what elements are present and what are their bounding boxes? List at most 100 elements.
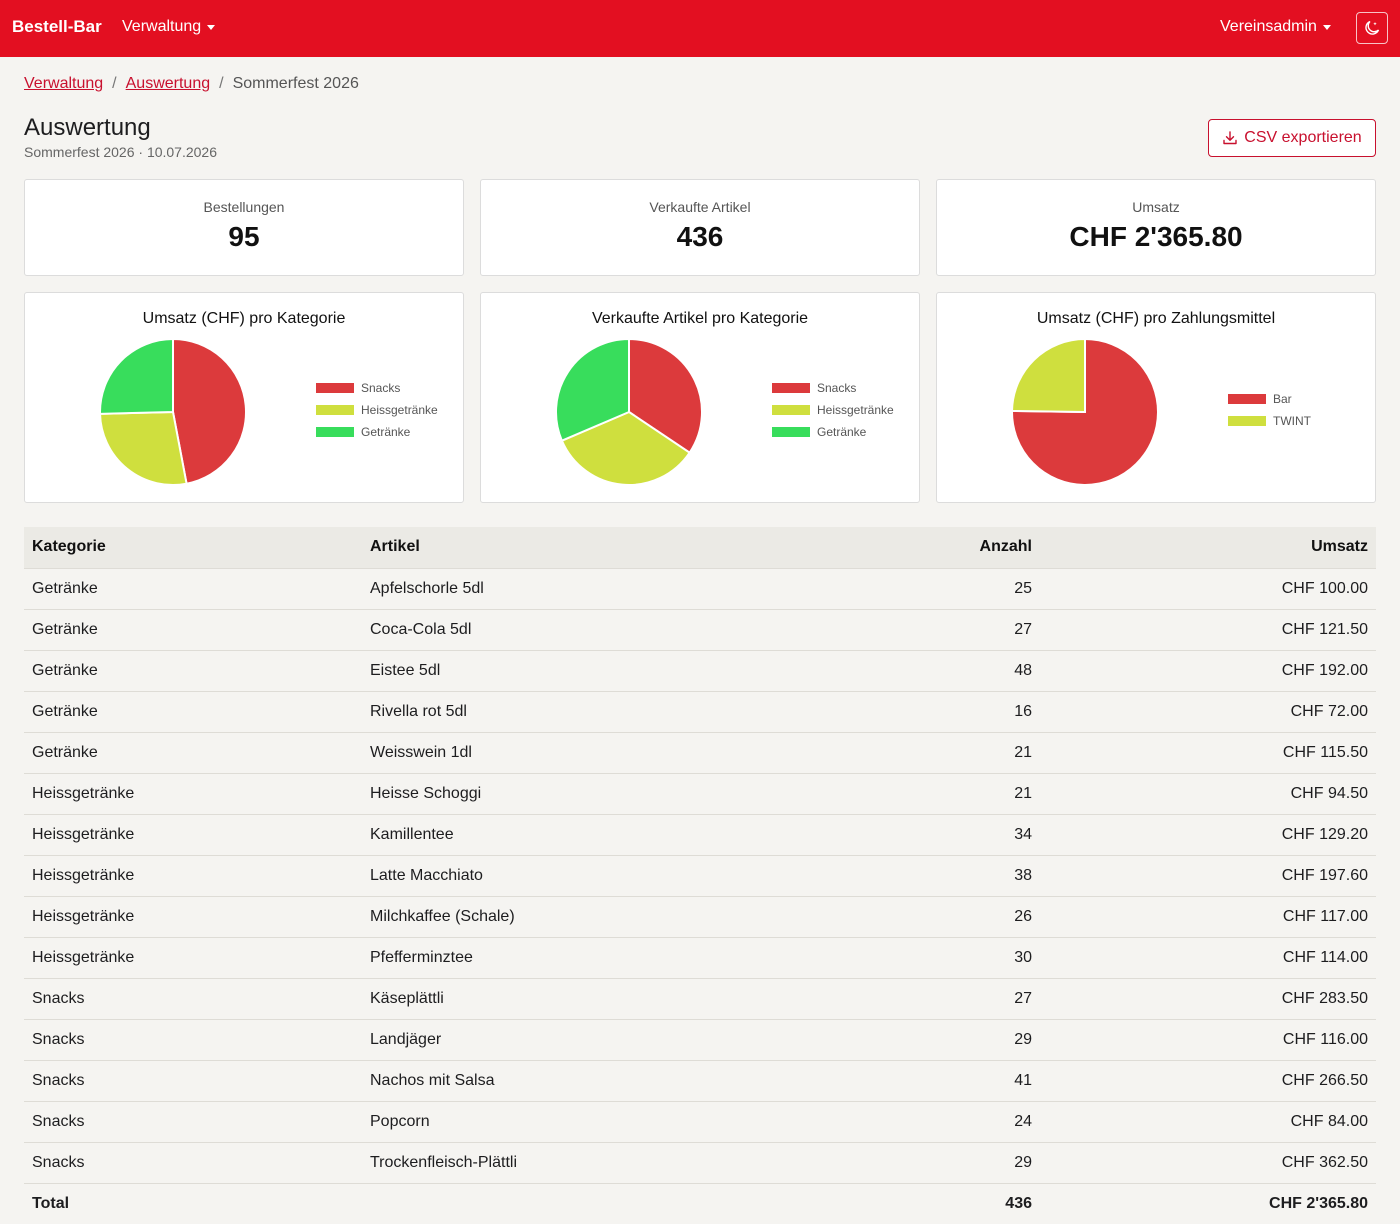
cell-revenue: CHF 94.50 [1040,773,1376,815]
cell-article: Trockenfleisch-Plättli [362,1142,812,1184]
csv-export-button[interactable]: CSV exportieren [1208,119,1376,157]
legend-swatch[interactable] [772,427,810,437]
cell-count: 27 [812,978,1040,1020]
user-menu-dropdown[interactable]: Vereinsadmin [1220,18,1331,36]
pie-slice-snacks[interactable] [628,337,703,455]
cell-revenue: CHF 117.00 [1040,896,1376,938]
cell-category: Heissgetränke [24,896,362,938]
cell-article: Weisswein 1dl [362,732,812,774]
breadcrumb-current: Sommerfest 2026 [232,75,359,92]
top-navbar: Bestell-Bar Verwaltung Vereinsadmin [0,0,1400,57]
moon-stars-icon [1365,20,1380,35]
legend-swatch[interactable] [1228,394,1266,404]
cell-revenue: CHF 100.00 [1040,568,1376,610]
cell-revenue: CHF 129.20 [1040,814,1376,856]
cell-revenue: CHF 197.60 [1040,855,1376,897]
table-row: Snacks Popcorn 24 CHF 84.00 [24,1101,1376,1143]
legend-swatch[interactable] [772,405,810,415]
table-row: Getränke Weisswein 1dl 21 CHF 115.50 [24,732,1376,774]
cell-count: 25 [812,568,1040,610]
legend-swatch[interactable] [772,383,810,393]
table-row: Heissgetränke Kamillentee 34 CHF 129.20 [24,814,1376,856]
cell-count: 34 [812,814,1040,856]
chart-card-revenue-by-payment: Umsatz (CHF) pro Zahlungsmittel Bar TWINT [936,292,1376,503]
cell-revenue: CHF 266.50 [1040,1060,1376,1102]
table-row: Getränke Coca-Cola 5dl 27 CHF 121.50 [24,609,1376,651]
pie-slice-heissgetränke[interactable] [560,410,692,486]
cell-article: Heisse Schoggi [362,773,812,815]
table-row: Snacks Käseplättli 27 CHF 283.50 [24,978,1376,1020]
legend-swatch[interactable] [316,427,354,437]
theme-toggle-button[interactable] [1356,12,1388,44]
cell-count: 27 [812,609,1040,651]
table-row: Getränke Eistee 5dl 48 CHF 192.00 [24,650,1376,692]
legend-label[interactable]: Snacks [361,381,400,395]
cell-category: Getränke [24,691,362,733]
brand-logo[interactable]: Bestell-Bar [12,17,102,36]
chart-card-revenue-by-category: Umsatz (CHF) pro Kategorie Snacks Heissge… [24,292,464,503]
stat-value: CHF 2'365.80 [1069,221,1243,252]
chart-card-items-by-category: Verkaufte Artikel pro Kategorie Snacks He… [480,292,920,503]
pie-slice-twint[interactable] [1010,337,1086,414]
table-row: Getränke Rivella rot 5dl 16 CHF 72.00 [24,691,1376,733]
legend-label[interactable]: TWINT [1273,414,1312,428]
breadcrumb-separator: / [219,75,224,92]
cell-revenue: CHF 114.00 [1040,937,1376,979]
legend-swatch[interactable] [316,405,354,415]
pie-slice-getränke[interactable] [99,337,174,415]
legend-swatch[interactable] [316,383,354,393]
pie-chart-revenue-by-category: Snacks Heissgetränke Getränke [98,337,438,486]
breadcrumb: Verwaltung / Auswertung / Sommerfest 202… [24,75,359,93]
table-total-row: Total 436 CHF 2'365.80 [24,1183,1376,1224]
legend-label[interactable]: Getränke [817,425,867,439]
cell-article: Nachos mit Salsa [362,1060,812,1102]
cell-revenue: CHF 121.50 [1040,609,1376,651]
cell-revenue: CHF 283.50 [1040,978,1376,1020]
user-menu-label: Vereinsadmin [1220,18,1317,35]
breadcrumb-link-verwaltung[interactable]: Verwaltung [24,75,104,92]
cell-count: 26 [812,896,1040,938]
cell-category: Getränke [24,732,362,774]
breadcrumb-separator: / [112,75,117,92]
cell-revenue: CHF 84.00 [1040,1101,1376,1143]
pie-slice-bar[interactable] [1011,337,1159,486]
legend-label[interactable]: Snacks [817,381,856,395]
legend-label[interactable]: Getränke [361,425,411,439]
cell-revenue: CHF 116.00 [1040,1019,1376,1061]
pie-chart-revenue-by-payment: Bar TWINT [1010,337,1312,486]
legend-label[interactable]: Bar [1273,392,1292,406]
column-header-category: Kategorie [24,527,362,569]
pie-slice-heissgetränke[interactable] [98,410,188,486]
cell-count: 29 [812,1019,1040,1061]
column-header-revenue: Umsatz [1040,527,1376,569]
chevron-down-icon [1322,24,1331,30]
legend-swatch[interactable] [1228,416,1266,426]
pie-slice-snacks[interactable] [172,337,247,485]
csv-export-label: CSV exportieren [1244,129,1362,146]
table-row: Heissgetränke Heisse Schoggi 21 CHF 94.50 [24,773,1376,815]
table-row: Snacks Landjäger 29 CHF 116.00 [24,1019,1376,1061]
cell-category: Snacks [24,1019,362,1061]
cell-count: 16 [812,691,1040,733]
stat-card-items-sold: Verkaufte Artikel 436 [480,179,920,276]
breadcrumb-link-auswertung[interactable]: Auswertung [125,75,211,92]
table-row: Heissgetränke Milchkaffee (Schale) 26 CHF 1… [24,896,1376,938]
cell-article: Apfelschorle 5dl [362,568,812,610]
table-row: Snacks Nachos mit Salsa 41 CHF 266.50 [24,1060,1376,1102]
cell-revenue: CHF 115.50 [1040,732,1376,774]
cell-category: Heissgetränke [24,814,362,856]
admin-menu-dropdown[interactable]: Verwaltung [122,18,216,36]
pie-chart-items-by-category: Snacks Heissgetränke Getränke [555,337,894,486]
cell-count: 48 [812,650,1040,692]
cell-article: Pfefferminztee [362,937,812,979]
stat-card-revenue: Umsatz CHF 2'365.80 [936,179,1376,276]
cell-category: Heissgetränke [24,937,362,979]
cell-count: 38 [812,855,1040,897]
cell-article: Rivella rot 5dl [362,691,812,733]
legend-label[interactable]: Heissgetränke [361,403,438,417]
cell-category: Getränke [24,650,362,692]
download-icon [1223,131,1237,145]
legend-label[interactable]: Heissgetränke [817,403,894,417]
pie-slice-getränke[interactable] [555,337,630,442]
page-title: Auswertung [24,114,151,141]
